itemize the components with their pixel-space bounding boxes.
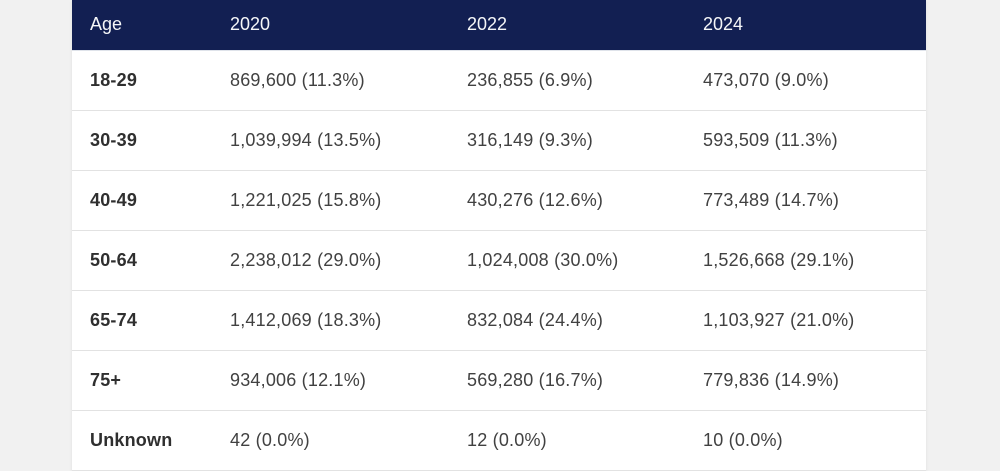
cell-2022: 569,280 (16.7%) bbox=[467, 350, 703, 411]
cell-2024: 1,526,668 (29.1%) bbox=[703, 230, 926, 291]
row-label: 18-29 bbox=[72, 49, 230, 111]
cell-2024: 779,836 (14.9%) bbox=[703, 350, 926, 411]
row-label: 65-74 bbox=[72, 290, 230, 351]
cell-2020: 1,039,994 (13.5%) bbox=[230, 110, 467, 171]
column-header-2022: 2022 bbox=[467, 0, 703, 50]
row-label: 40-49 bbox=[72, 170, 230, 231]
row-label: 75+ bbox=[72, 350, 230, 411]
table-body: 18-29 869,600 (11.3%) 236,855 (6.9%) 473… bbox=[72, 49, 926, 471]
header-row: Age 2020 2022 2024 bbox=[72, 0, 926, 50]
cell-2020: 42 (0.0%) bbox=[230, 410, 467, 471]
cell-2024: 773,489 (14.7%) bbox=[703, 170, 926, 231]
cell-2022: 12 (0.0%) bbox=[467, 410, 703, 471]
cell-2020: 869,600 (11.3%) bbox=[230, 49, 467, 111]
cell-2024: 473,070 (9.0%) bbox=[703, 49, 926, 111]
cell-2020: 1,221,025 (15.8%) bbox=[230, 170, 467, 231]
cell-2022: 430,276 (12.6%) bbox=[467, 170, 703, 231]
table-row: 40-49 1,221,025 (15.8%) 430,276 (12.6%) … bbox=[72, 170, 926, 231]
column-header-age: Age bbox=[72, 0, 230, 50]
cell-2022: 832,084 (24.4%) bbox=[467, 290, 703, 351]
table-row: 75+ 934,006 (12.1%) 569,280 (16.7%) 779,… bbox=[72, 350, 926, 411]
cell-2024: 593,509 (11.3%) bbox=[703, 110, 926, 171]
column-header-2024: 2024 bbox=[703, 0, 926, 50]
row-label: 30-39 bbox=[72, 110, 230, 171]
table-row: 50-64 2,238,012 (29.0%) 1,024,008 (30.0%… bbox=[72, 230, 926, 291]
table-row: Unknown 42 (0.0%) 12 (0.0%) 10 (0.0%) bbox=[72, 410, 926, 471]
cell-2024: 1,103,927 (21.0%) bbox=[703, 290, 926, 351]
cell-2020: 934,006 (12.1%) bbox=[230, 350, 467, 411]
cell-2022: 316,149 (9.3%) bbox=[467, 110, 703, 171]
cell-2022: 1,024,008 (30.0%) bbox=[467, 230, 703, 291]
cell-2020: 2,238,012 (29.0%) bbox=[230, 230, 467, 291]
cell-2020: 1,412,069 (18.3%) bbox=[230, 290, 467, 351]
row-label: Unknown bbox=[72, 410, 230, 471]
data-table: Age 2020 2022 2024 18-29 869,600 (11.3%)… bbox=[72, 0, 926, 471]
table-header: Age 2020 2022 2024 bbox=[72, 0, 926, 50]
column-header-2020: 2020 bbox=[230, 0, 467, 50]
cell-2024: 10 (0.0%) bbox=[703, 410, 926, 471]
cell-2022: 236,855 (6.9%) bbox=[467, 49, 703, 111]
table-row: 30-39 1,039,994 (13.5%) 316,149 (9.3%) 5… bbox=[72, 110, 926, 171]
row-label: 50-64 bbox=[72, 230, 230, 291]
table-row: 18-29 869,600 (11.3%) 236,855 (6.9%) 473… bbox=[72, 49, 926, 111]
age-distribution-table: Age 2020 2022 2024 18-29 869,600 (11.3%)… bbox=[72, 0, 926, 471]
table-row: 65-74 1,412,069 (18.3%) 832,084 (24.4%) … bbox=[72, 290, 926, 351]
